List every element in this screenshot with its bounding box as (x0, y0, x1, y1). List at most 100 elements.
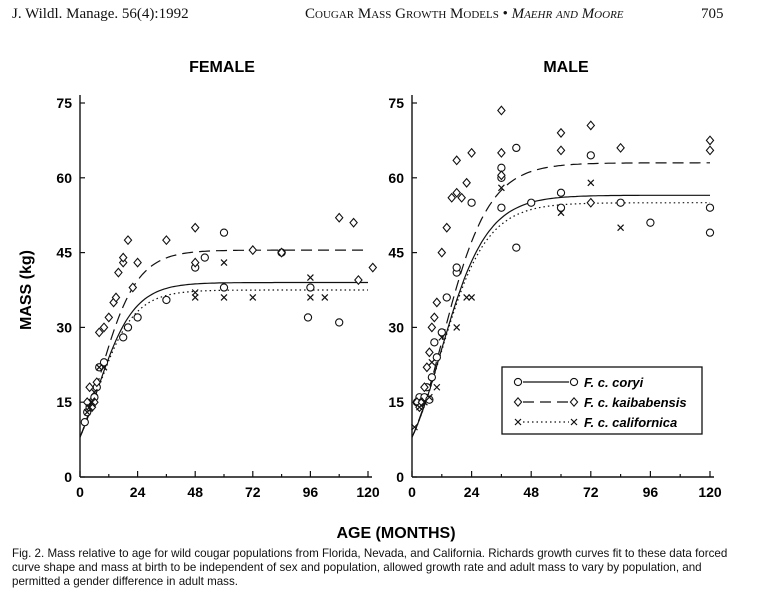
x-tick-label: 72 (583, 484, 599, 500)
data-point (334, 212, 344, 223)
data-point (497, 203, 506, 212)
legend-label: F. c. californica (584, 415, 677, 430)
data-point (705, 203, 715, 212)
data-point (99, 322, 109, 333)
running-head-title-text: Cougar Mass Growth Models (305, 6, 499, 22)
chart-male: MALE 0 15 30 45 60 75 0 24 48 72 96 120 (388, 59, 721, 500)
y-tick-label: 60 (56, 170, 72, 186)
data-point (417, 397, 427, 408)
data-point (220, 294, 228, 301)
data-point (432, 297, 442, 308)
data-point (512, 143, 521, 153)
data-point (162, 235, 171, 246)
data-point (118, 252, 128, 263)
y-tick-label: 30 (388, 319, 404, 335)
data-point (556, 127, 566, 138)
data-point (249, 294, 257, 301)
figure-caption: Fig. 2. Mass relative to age for wild co… (12, 547, 728, 589)
data-point (162, 295, 171, 305)
data-point (497, 147, 506, 158)
data-point (104, 312, 114, 323)
data-point (616, 142, 625, 153)
data-point (306, 294, 314, 301)
data-point (452, 263, 461, 272)
data-point (219, 228, 229, 237)
data-point (86, 403, 94, 411)
data-point (123, 323, 133, 332)
legend-marker (514, 418, 522, 426)
data-point (453, 323, 461, 331)
data-point (354, 274, 363, 286)
data-point (586, 197, 596, 208)
chart-title: FEMALE (189, 59, 255, 76)
data-point (497, 170, 506, 181)
data-point (442, 293, 451, 302)
running-head-citation: J. Wildl. Manage. 56(4):1992 (12, 6, 189, 22)
data-point (190, 257, 200, 268)
data-point (349, 217, 358, 228)
data-point (92, 377, 102, 388)
data-point (616, 198, 625, 207)
data-point (306, 283, 315, 292)
data-point (303, 313, 313, 322)
y-tick-label: 45 (56, 245, 72, 261)
running-head-title: Cougar Mass Growth Models • Maehr and Mo… (305, 6, 624, 23)
data-point (123, 235, 133, 246)
data-point (111, 292, 121, 303)
x-tick-label: 96 (303, 484, 319, 500)
growth-curve (411, 162, 710, 438)
data-point (586, 120, 596, 131)
data-point (617, 224, 625, 232)
running-head-separator: • (502, 6, 508, 22)
data-point (220, 259, 228, 266)
data-point (557, 209, 565, 217)
data-point (425, 393, 433, 401)
x-tick-label: 120 (698, 484, 722, 500)
data-point (133, 257, 142, 268)
data-point (82, 397, 92, 408)
data-point (88, 398, 96, 406)
data-point (420, 382, 429, 393)
data-point (425, 347, 434, 358)
y-tick-label: 0 (64, 469, 72, 485)
data-point (432, 353, 441, 362)
growth-curve (79, 281, 368, 438)
data-point (368, 262, 378, 273)
data-point (556, 145, 566, 156)
data-point (512, 243, 521, 252)
data-point (427, 373, 437, 382)
x-tick-label: 120 (356, 484, 380, 500)
data-point (191, 294, 199, 301)
chart-female: FEMALE 0 15 30 45 60 75 0 24 48 72 96 120 (56, 59, 379, 500)
data-point (90, 388, 98, 396)
legend-label: F. c. kaibabensis (584, 395, 687, 410)
x-tick-label: 48 (187, 484, 203, 500)
figure-2: FEMALE 0 15 30 45 60 75 0 24 48 72 96 120 MALE 0 15 30 45… (18, 59, 722, 542)
data-point (306, 274, 314, 281)
y-tick-label: 45 (388, 245, 404, 261)
data-point (556, 188, 566, 197)
data-point (422, 362, 432, 373)
x-tick-label: 72 (245, 484, 261, 500)
data-point (586, 151, 595, 160)
data-point (468, 294, 476, 301)
legend-label: F. c. coryi (584, 375, 644, 390)
legend-marker (569, 396, 579, 408)
legend-marker (513, 377, 523, 387)
data-point (80, 417, 89, 427)
data-point (321, 294, 329, 301)
data-point (248, 245, 258, 256)
data-point (437, 328, 446, 337)
growth-curve (411, 202, 710, 438)
x-tick-label: 48 (523, 484, 539, 500)
data-point (425, 395, 434, 404)
data-point (438, 333, 446, 341)
data-point (646, 218, 655, 227)
data-point (587, 179, 595, 187)
data-point (705, 135, 715, 146)
data-point (200, 253, 209, 262)
legend-marker (570, 418, 578, 426)
growth-curve (411, 194, 710, 438)
data-point (100, 363, 108, 371)
data-point (452, 187, 462, 198)
